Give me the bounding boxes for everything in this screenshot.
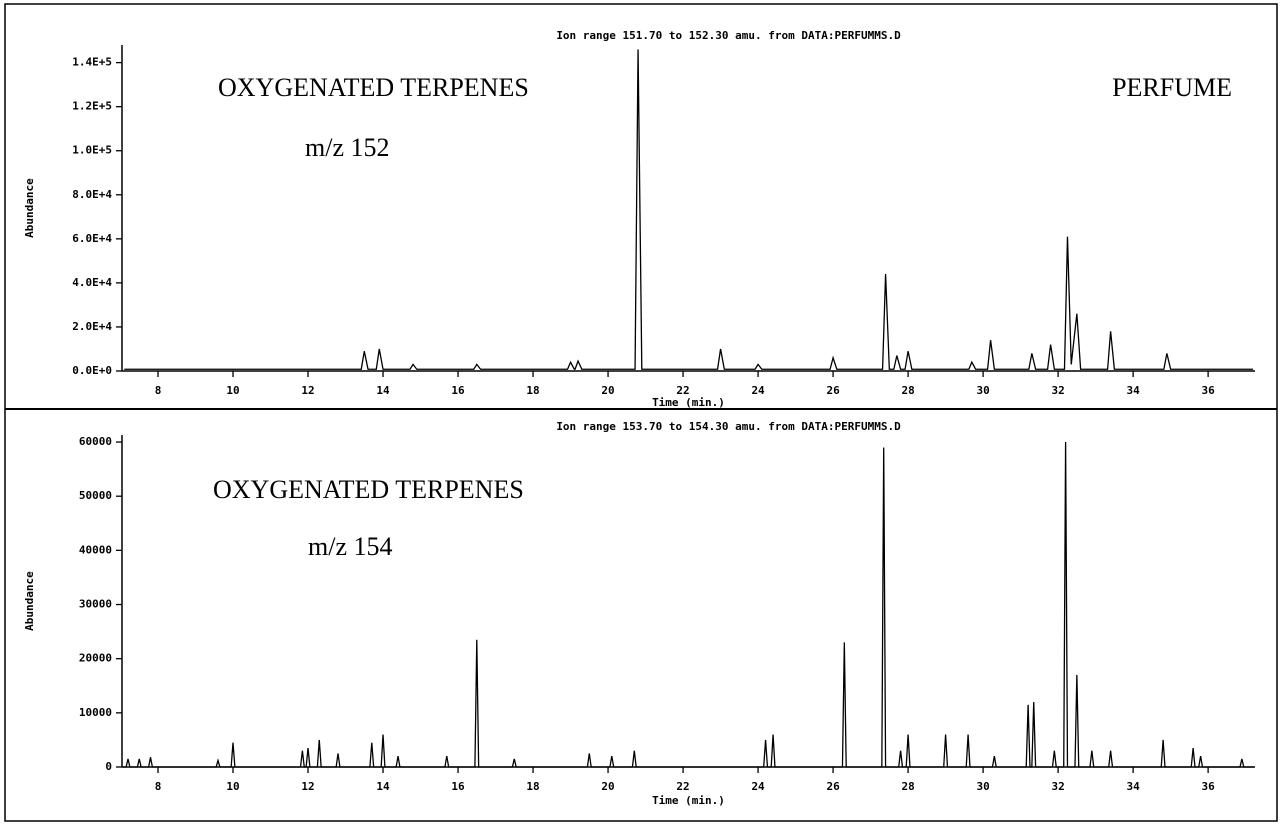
x-tick-label: 32	[1051, 780, 1064, 793]
y-tick-label: 30000	[79, 598, 112, 611]
x-tick-label: 30	[976, 780, 989, 793]
y-tick-label: 50000	[79, 489, 112, 502]
x-tick-label: 36	[1201, 384, 1215, 397]
y-tick-label: 1.0E+5	[72, 144, 112, 157]
y-tick-label: 40000	[79, 543, 112, 556]
x-tick-label: 22	[676, 384, 689, 397]
annotation: m/z 152	[305, 133, 390, 162]
x-tick-label: 34	[1126, 384, 1140, 397]
x-tick-label: 16	[451, 780, 465, 793]
chromatogram-line	[124, 49, 1254, 370]
annotation: m/z 154	[308, 532, 393, 561]
x-tick-label: 10	[226, 780, 239, 793]
x-tick-label: 22	[676, 780, 689, 793]
x-tick-label: 18	[526, 384, 539, 397]
y-axis-label: Abundance	[23, 178, 36, 238]
annotation: PERFUME	[1112, 73, 1232, 102]
x-tick-label: 14	[376, 384, 390, 397]
y-tick-label: 0.0E+0	[72, 364, 112, 377]
x-tick-label: 12	[301, 780, 314, 793]
x-tick-label: 8	[155, 384, 162, 397]
x-tick-label: 30	[976, 384, 989, 397]
x-tick-label: 28	[901, 384, 914, 397]
chart-title: Ion range 153.70 to 154.30 amu. from DAT…	[556, 420, 901, 433]
y-axis-label: Abundance	[23, 571, 36, 631]
y-tick-label: 8.0E+4	[72, 188, 112, 201]
x-axis-label: Time (min.)	[652, 794, 725, 807]
x-tick-label: 20	[601, 780, 614, 793]
x-tick-label: 14	[376, 780, 390, 793]
x-tick-label: 10	[226, 384, 239, 397]
x-tick-label: 26	[826, 780, 840, 793]
y-tick-label: 2.0E+4	[72, 320, 112, 333]
x-tick-label: 36	[1201, 780, 1215, 793]
x-tick-label: 8	[155, 780, 162, 793]
y-tick-label: 60000	[79, 435, 112, 448]
x-tick-label: 16	[451, 384, 465, 397]
x-axis-label: Time (min.)	[652, 396, 725, 409]
y-tick-label: 10000	[79, 706, 112, 719]
x-tick-label: 18	[526, 780, 539, 793]
chromatogram-line	[122, 442, 1254, 768]
y-tick-label: 1.4E+5	[72, 56, 112, 69]
chart-title: Ion range 151.70 to 152.30 amu. from DAT…	[556, 29, 901, 42]
x-tick-label: 26	[826, 384, 840, 397]
y-tick-label: 0	[105, 760, 112, 773]
x-tick-label: 24	[751, 384, 765, 397]
x-tick-label: 24	[751, 780, 765, 793]
x-tick-label: 20	[601, 384, 614, 397]
annotation: OXYGENATED TERPENES	[218, 73, 529, 102]
y-tick-label: 6.0E+4	[72, 232, 112, 245]
y-tick-label: 4.0E+4	[72, 276, 112, 289]
x-tick-label: 12	[301, 384, 314, 397]
x-tick-label: 28	[901, 780, 914, 793]
annotation: OXYGENATED TERPENES	[213, 475, 524, 504]
x-tick-label: 32	[1051, 384, 1064, 397]
y-tick-label: 20000	[79, 652, 112, 665]
frame	[4, 3, 1278, 822]
x-tick-label: 34	[1126, 780, 1140, 793]
y-tick-label: 1.2E+5	[72, 100, 112, 113]
